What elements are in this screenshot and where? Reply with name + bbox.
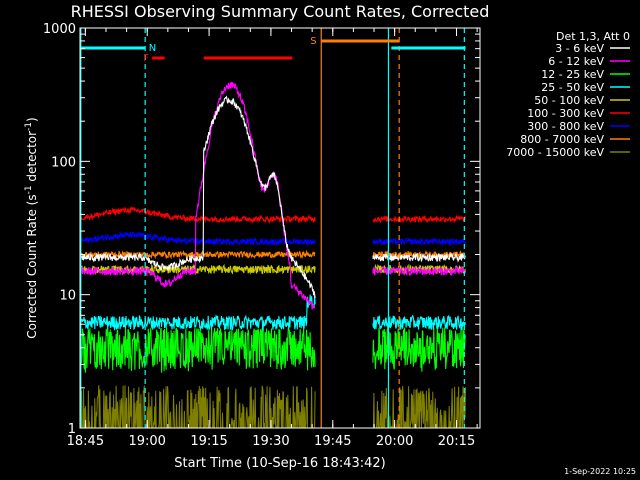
y-axis-label-part: detector	[25, 131, 39, 186]
x-tick-label: 19:15	[190, 434, 227, 449]
x-axis-label: Start Time (10-Sep-16 18:43:42)	[174, 456, 385, 471]
series-line	[80, 230, 466, 247]
legend-label: 3 - 6 keV	[555, 42, 604, 55]
legend-label: 800 - 7000 keV	[520, 133, 604, 146]
footer-date: 1-Sep-2022 10:25	[564, 467, 636, 476]
legend-label: 300 - 800 keV	[527, 120, 604, 133]
y-axis-label-part: )	[25, 117, 39, 122]
plot-series-group	[80, 82, 467, 428]
y-tick-label: 10	[59, 289, 76, 304]
y-axis-label-sup: -1	[24, 185, 34, 194]
y-tick-label: 1	[68, 422, 76, 437]
legend-label: 100 - 300 keV	[527, 107, 604, 120]
y-axis-label: Corrected Count Rate (s-1 detector-1)	[24, 117, 39, 338]
flare-marker-label: F	[143, 53, 149, 64]
chart-title: RHESSI Observing Summary Count Rates, Co…	[71, 2, 490, 21]
saa-marker-label: S	[310, 36, 316, 47]
x-tick-label: 19:45	[314, 434, 351, 449]
legend-label: 25 - 50 keV	[541, 81, 604, 94]
y-tick-label: 100	[51, 155, 76, 170]
x-tick-label: 20:15	[438, 434, 475, 449]
series-line	[80, 327, 467, 373]
series-line	[80, 294, 467, 332]
axes-group: 18:45 19:00 19:15 19:30 19:45 20:00 20:15 1 10 10…	[43, 22, 481, 449]
series-line	[80, 205, 467, 224]
x-tick-label: 20:00	[376, 434, 413, 449]
x-tick-label: 19:30	[252, 434, 289, 449]
legend-label: 50 - 100 keV	[534, 94, 604, 107]
legend-label: 12 - 25 keV	[541, 68, 604, 81]
legend-label: 7000 - 15000 keV	[506, 146, 604, 159]
series-line	[80, 385, 466, 428]
y-axis-label-part: Corrected Count Rate (s	[25, 194, 39, 338]
series-line	[80, 82, 467, 310]
plot-frame	[79, 27, 481, 429]
legend-label: 6 - 12 keV	[548, 55, 604, 68]
x-tick-label: 19:00	[128, 434, 165, 449]
legend-header: Det 1,3, Att 0	[556, 30, 630, 43]
night-marker-label: N	[149, 43, 156, 54]
y-axis-label-sup: -1	[24, 122, 34, 131]
plot-markers-group: NF S	[80, 28, 466, 428]
y-tick-label: 1000	[43, 22, 76, 37]
x-tick-label: 18:45	[67, 434, 104, 449]
